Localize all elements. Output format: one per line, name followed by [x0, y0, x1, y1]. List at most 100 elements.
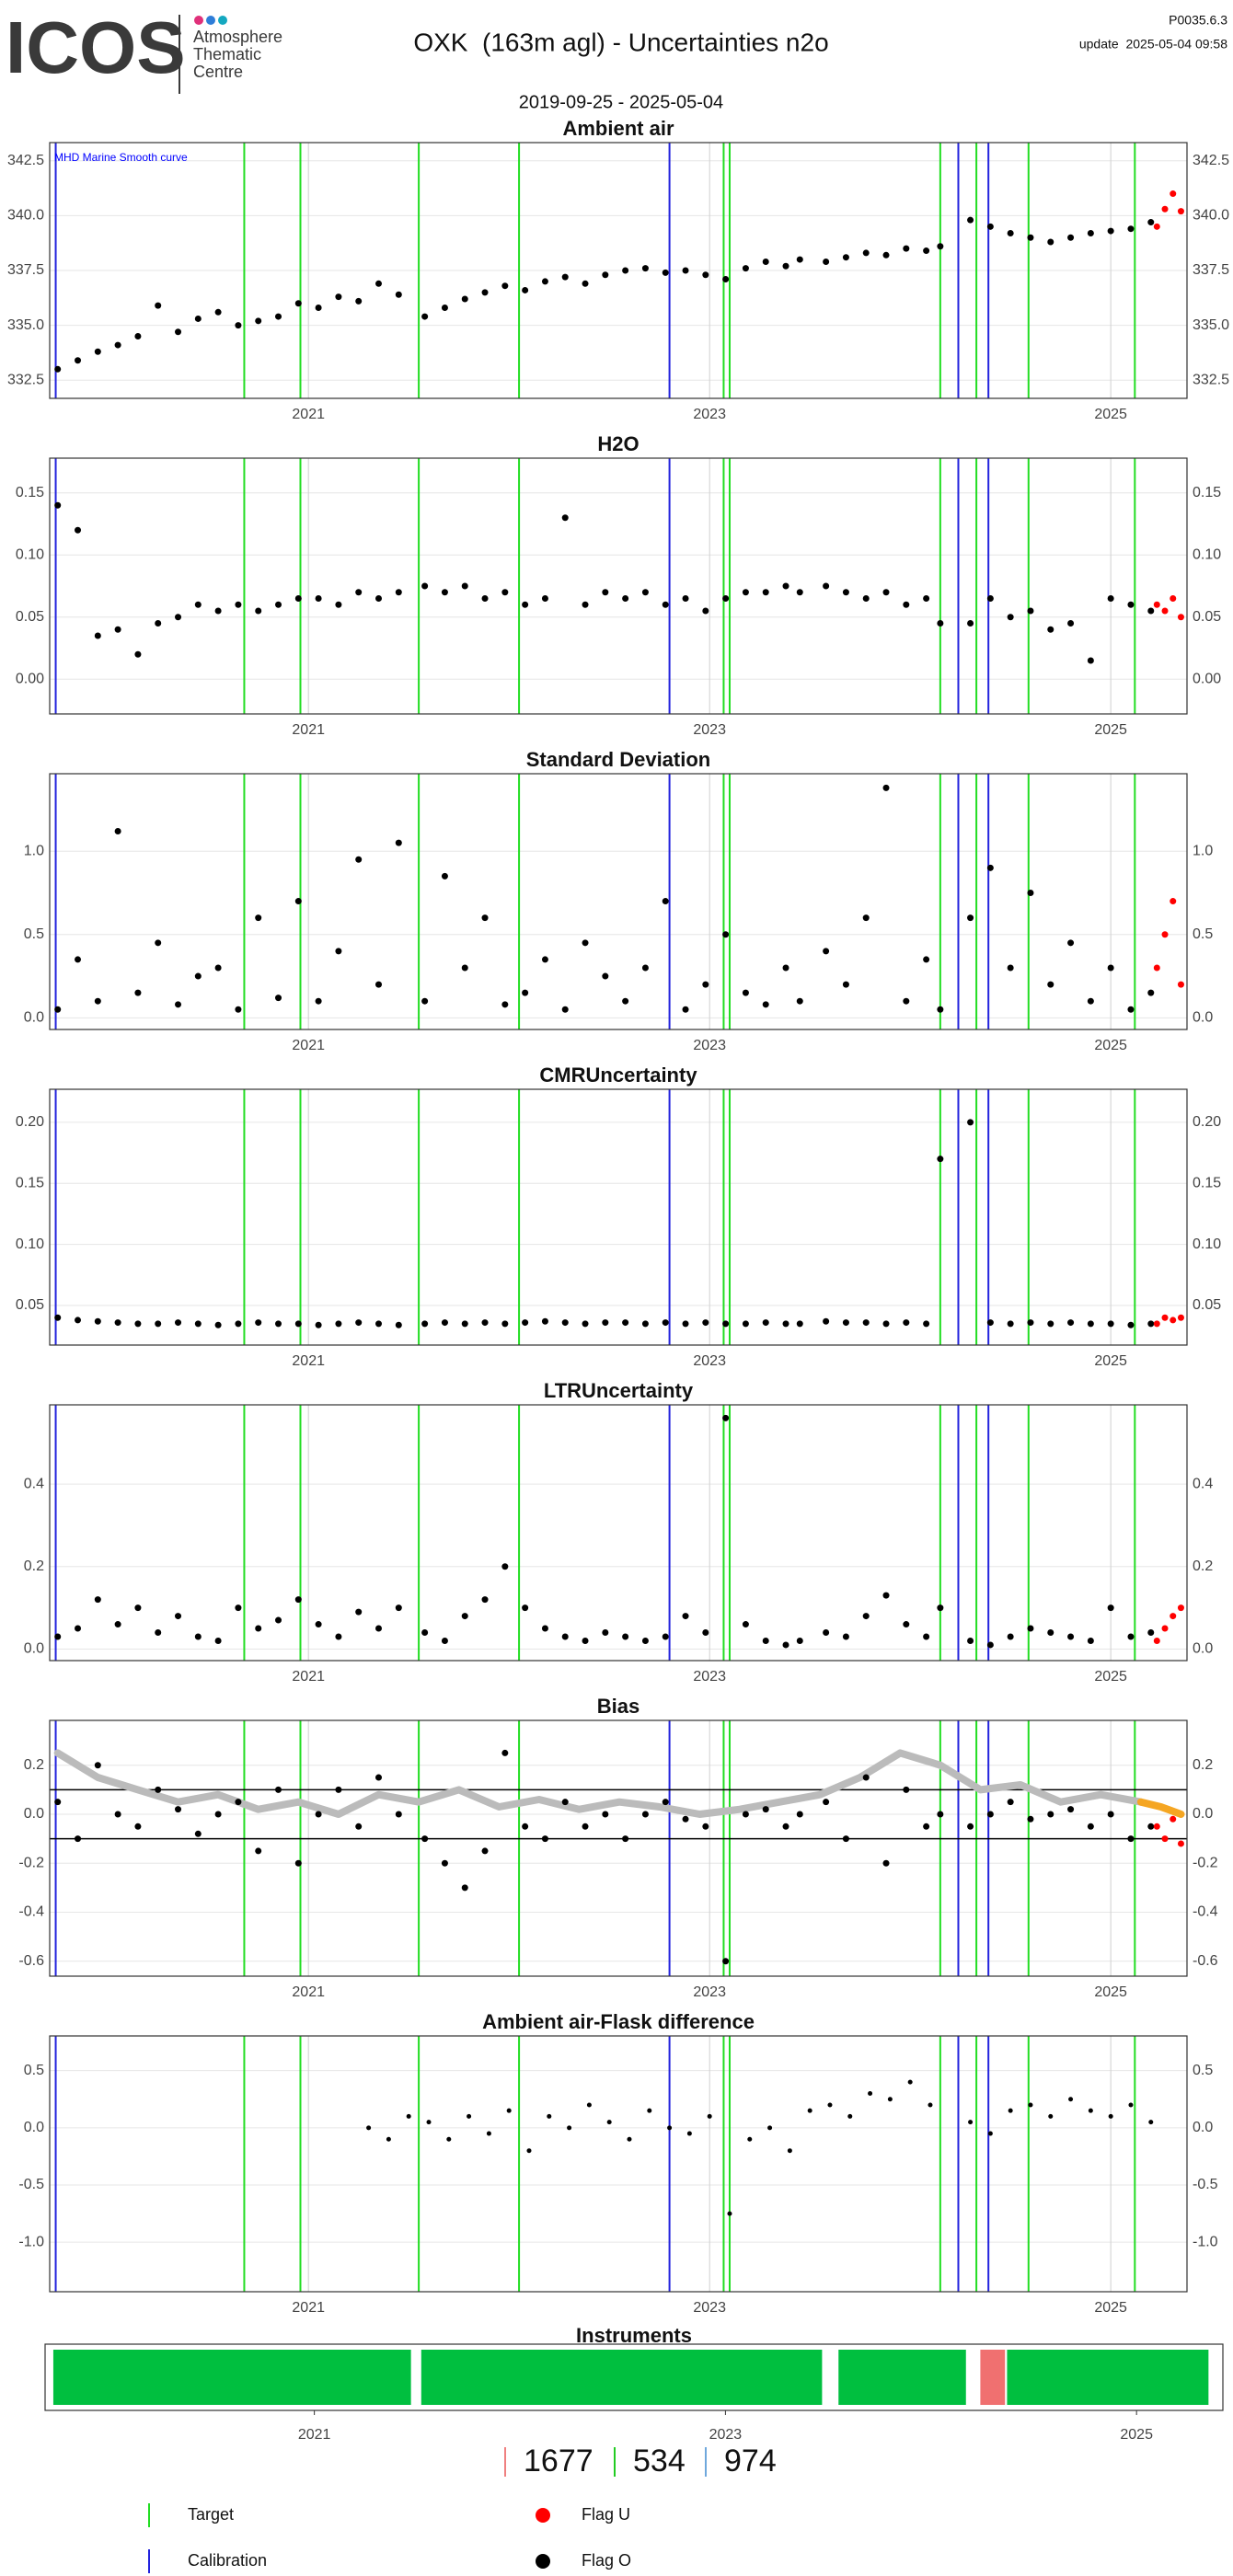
- data-point: [1170, 1613, 1177, 1620]
- data-point: [937, 1811, 944, 1818]
- y-tick-label: 332.5: [1193, 372, 1229, 387]
- data-point: [1008, 2108, 1013, 2113]
- data-point: [887, 2097, 893, 2102]
- data-point: [882, 589, 890, 596]
- legend-swatch: [536, 2554, 550, 2569]
- data-point: [275, 1786, 282, 1793]
- data-point: [1047, 1811, 1054, 1818]
- y-tick-label: 1.0: [24, 843, 44, 858]
- data-point: [214, 964, 222, 972]
- x-tick-label: 2023: [709, 2427, 743, 2443]
- x-tick-label: 2025: [1094, 1353, 1127, 1369]
- legend-label: Calibration: [188, 2551, 267, 2570]
- count-label: 534: [633, 2444, 686, 2478]
- y-tick-label: 0.0: [1193, 1010, 1213, 1026]
- plot-background: [50, 1720, 1187, 1976]
- data-point: [235, 1006, 242, 1013]
- data-point: [54, 1314, 62, 1321]
- data-point: [214, 308, 222, 316]
- data-point: [1067, 939, 1075, 947]
- data-point: [486, 2131, 491, 2136]
- y-tick-label: 0.10: [16, 546, 44, 562]
- legend-swatch: [536, 2508, 550, 2523]
- data-point: [702, 607, 709, 615]
- data-point: [622, 1633, 629, 1640]
- data-point: [903, 601, 910, 608]
- data-point: [561, 1799, 569, 1806]
- data-point: [194, 1320, 202, 1328]
- data-point: [1147, 1823, 1155, 1830]
- data-point: [682, 1815, 689, 1823]
- y-tick-label: 340.0: [1193, 208, 1229, 224]
- logo-dot: [206, 16, 215, 25]
- data-point: [662, 1799, 669, 1806]
- data-point: [54, 1799, 62, 1806]
- data-point: [1108, 2113, 1113, 2119]
- plot-frame: [49, 1404, 1188, 1662]
- x-tick-label: 2023: [693, 1038, 726, 1053]
- logo-org: Centre: [193, 63, 243, 81]
- data-point: [522, 286, 529, 293]
- data-point: [461, 964, 468, 972]
- data-point: [194, 1830, 202, 1837]
- data-point: [526, 2148, 532, 2154]
- data-point: [1127, 1321, 1135, 1328]
- data-point: [702, 1629, 709, 1637]
- y-tick-label: 0.0: [1193, 1641, 1213, 1657]
- data-point: [582, 1823, 589, 1830]
- annotation: MHD Marine Smooth curve: [54, 151, 188, 164]
- data-point: [315, 1321, 322, 1328]
- data-point: [134, 1823, 142, 1830]
- data-point: [602, 1629, 609, 1637]
- data-point: [641, 1811, 649, 1818]
- data-point: [75, 956, 82, 963]
- data-point: [114, 1319, 121, 1327]
- update: update 2025-05-04 09:58: [1079, 37, 1227, 52]
- data-point: [441, 1859, 448, 1867]
- data-point: [641, 589, 649, 596]
- data-point: [882, 251, 890, 259]
- panel-title: Bias: [597, 1695, 640, 1718]
- data-point: [986, 1641, 994, 1649]
- data-point: [722, 276, 730, 283]
- data-point: [622, 997, 629, 1005]
- data-point: [1128, 2102, 1134, 2108]
- plot-frame: [49, 457, 1188, 715]
- data-point: [662, 1633, 669, 1640]
- data-point: [446, 2136, 452, 2142]
- data-point: [255, 317, 262, 325]
- data-point: [606, 2120, 612, 2125]
- data-point: [255, 1847, 262, 1855]
- data-point: [1107, 1604, 1114, 1612]
- data-point: [214, 607, 222, 615]
- data-point: [882, 784, 890, 791]
- data-point: [94, 997, 101, 1005]
- y-tick-label: 335.0: [7, 317, 44, 333]
- data-point: [461, 1320, 468, 1328]
- data-point: [75, 357, 82, 364]
- data-point: [395, 1321, 402, 1328]
- data-point: [501, 1001, 509, 1008]
- data-point: [987, 2131, 993, 2136]
- y-tick-label: 332.5: [7, 372, 44, 387]
- y-tick-label: 337.5: [1193, 262, 1229, 278]
- data-point: [114, 1811, 121, 1818]
- data-point: [641, 1637, 649, 1644]
- y-tick-label: 0.10: [1193, 1236, 1221, 1252]
- data-point: [54, 1006, 62, 1013]
- data-point: [1007, 1320, 1014, 1328]
- data-point: [75, 526, 82, 534]
- data-point: [355, 1319, 363, 1327]
- data-point: [275, 313, 282, 320]
- data-point: [722, 594, 730, 602]
- data-point: [1127, 225, 1135, 233]
- data-point: [75, 1625, 82, 1632]
- data-point: [1177, 614, 1184, 621]
- data-point: [335, 948, 342, 955]
- data-point: [682, 267, 689, 274]
- data-point: [762, 258, 769, 265]
- data-point: [662, 601, 669, 608]
- data-point: [967, 216, 974, 224]
- data-point: [842, 1319, 849, 1327]
- data-point: [194, 601, 202, 608]
